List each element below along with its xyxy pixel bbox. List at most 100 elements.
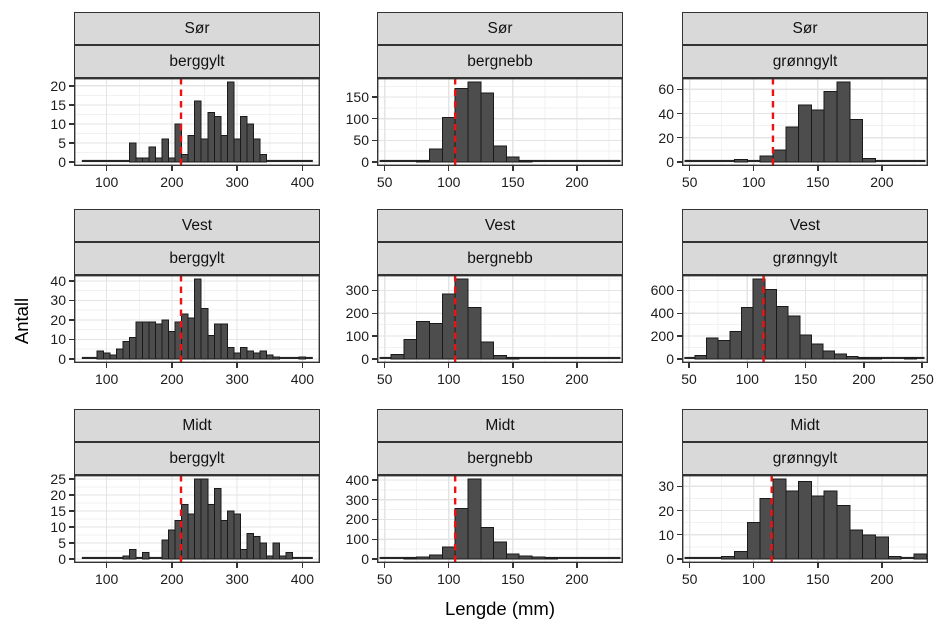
histogram-bar: [181, 313, 189, 360]
x-tick-label: 100: [437, 174, 461, 190]
y-tick-mark: [677, 112, 682, 115]
panel-vest-berggylt: [74, 275, 320, 363]
histogram-bar: [822, 350, 836, 360]
y-tick-mark: [69, 161, 74, 163]
histogram-bar: [441, 116, 456, 163]
strip-species-sor-berggylt: berggylt: [74, 45, 320, 78]
histogram-bar: [429, 148, 443, 163]
y-tick-mark: [677, 312, 682, 314]
x-tick-mark: [746, 363, 748, 368]
histogram-bar: [181, 504, 189, 560]
x-tick-label: 100: [94, 174, 119, 190]
histogram-bar: [200, 138, 209, 163]
x-tick-label: 200: [160, 371, 184, 387]
histogram-bar: [798, 104, 812, 163]
histogram-bar: [441, 546, 456, 560]
y-tick-mark: [69, 104, 74, 106]
histogram-bar: [246, 123, 254, 163]
strip-species-vest-gronngylt: grønngylt: [682, 242, 928, 275]
histogram-bar: [518, 160, 533, 163]
histogram-bar: [96, 350, 104, 360]
histogram-bar: [246, 350, 254, 360]
y-tick-mark: [372, 538, 377, 540]
histogram-bar: [869, 357, 882, 360]
histogram-bar: [239, 548, 248, 560]
histogram-bar: [161, 539, 170, 560]
y-tick-label: 20: [658, 129, 674, 146]
strip-region-midt-gronngylt: Midt: [682, 409, 928, 442]
strip-species-label: bergnebb: [467, 249, 533, 267]
histogram-bar: [480, 341, 495, 360]
histogram-bar: [505, 553, 520, 560]
strip-species-label: bergnebb: [467, 52, 533, 70]
y-tick-mark: [372, 335, 377, 337]
histogram-bar: [226, 346, 235, 360]
x-tick-label: 50: [681, 174, 698, 190]
histogram-bar: [531, 556, 546, 560]
histogram-bar: [194, 100, 202, 163]
histogram-bar: [913, 553, 928, 560]
x-tick-label: 200: [870, 174, 894, 190]
x-tick-mark: [448, 563, 450, 568]
y-tick-label: 150: [345, 89, 369, 106]
y-tick-mark: [677, 88, 682, 90]
y-tick-label: 0: [666, 154, 674, 170]
y-tick-label: 0: [361, 551, 369, 567]
y-tick-mark: [69, 142, 74, 144]
panel-border: [377, 475, 623, 563]
histogram-bar: [544, 557, 559, 560]
histogram-bar: [403, 339, 418, 360]
histogram-bar: [259, 542, 267, 560]
histogram-bar: [862, 534, 876, 560]
x-tick-label: 150: [806, 174, 830, 190]
x-tick-label: 100: [94, 571, 119, 587]
y-tick-mark: [677, 161, 682, 163]
x-tick-mark: [753, 563, 755, 568]
x-tick-label: 150: [501, 174, 525, 190]
histogram-bar: [161, 319, 170, 360]
histogram-bar: [518, 555, 533, 560]
y-tick-mark: [69, 319, 74, 321]
x-tick-mark: [863, 363, 865, 368]
x-tick-mark: [383, 563, 386, 568]
strip-species-label: grønngylt: [772, 249, 838, 267]
y-tick-label: 30: [658, 478, 674, 495]
strip-species-sor-gronngylt: grønngylt: [682, 45, 928, 78]
y-tick-mark: [69, 280, 74, 282]
x-tick-mark: [236, 166, 238, 171]
histogram-bar: [135, 157, 144, 163]
x-tick-label: 50: [681, 571, 698, 587]
y-tick-label: 5: [58, 134, 66, 151]
x-tick-mark: [753, 166, 755, 171]
histogram-bar: [148, 146, 157, 163]
strip-species-vest-berggylt: berggylt: [74, 242, 320, 275]
x-tick-label: 400: [290, 371, 315, 387]
histogram-bar: [785, 490, 800, 560]
histogram-bar: [505, 156, 520, 163]
strip-region-midt-berggylt: Midt: [74, 409, 320, 442]
y-tick-mark: [372, 96, 377, 98]
strip-species-label: bergnebb: [467, 449, 533, 467]
panel-border: [74, 275, 320, 363]
histogram-bar: [233, 513, 241, 560]
histogram-bar: [168, 529, 176, 560]
x-tick-mark: [688, 166, 691, 171]
y-tick-label: 0: [666, 551, 674, 567]
histogram-bar: [115, 348, 124, 360]
y-tick-mark: [677, 534, 682, 536]
histogram-bar: [849, 119, 864, 163]
histogram-bar: [265, 555, 274, 560]
y-tick-label: 0: [58, 351, 66, 367]
strip-region-label: Vest: [181, 216, 213, 234]
histogram-bar: [729, 331, 742, 360]
histogram-bar: [416, 160, 431, 163]
histogram-bar: [220, 520, 228, 560]
histogram-bar: [174, 123, 183, 163]
x-tick-label: 100: [735, 371, 759, 387]
strip-region-sor-berggylt: Sør: [74, 12, 320, 45]
y-tick-label: 300: [345, 491, 369, 508]
histogram-bar: [233, 138, 241, 163]
histogram-bar: [416, 556, 431, 560]
x-tick-mark: [171, 363, 173, 368]
panel-midt-gronngylt: [682, 475, 928, 563]
